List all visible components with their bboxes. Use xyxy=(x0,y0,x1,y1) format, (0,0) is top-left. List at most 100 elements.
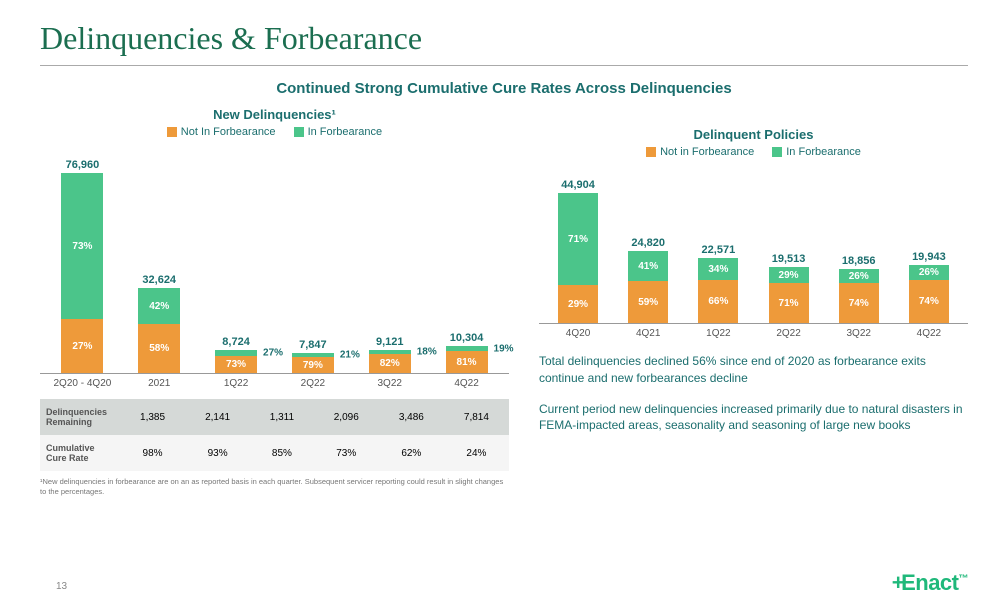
swatch-if xyxy=(772,147,782,157)
bar-group: 44,904 29% 71% xyxy=(543,179,613,323)
left-column: New Delinquencies¹ Not In Forbearance In… xyxy=(40,107,509,497)
category-label: 4Q22 xyxy=(894,328,964,339)
bar-total-label: 9,121 xyxy=(376,336,404,348)
chart1-title: New Delinquencies¹ xyxy=(40,107,509,122)
segment-side-label: 19% xyxy=(494,343,514,354)
page-number: 13 xyxy=(56,581,67,592)
segment-in-forbearance: 73% xyxy=(61,173,103,319)
chart1: 76,96027%73%32,62458%42%8,72473%27%7,847… xyxy=(40,144,509,374)
segment-in-forbearance: 18% xyxy=(369,350,411,354)
bar-total-label: 32,624 xyxy=(142,274,176,286)
swatch-nif xyxy=(646,147,656,157)
row1-header: Delinquencies Remaining xyxy=(40,399,120,435)
bar-group: 19,94374%26% xyxy=(894,251,964,323)
segment-not-in-forbearance: 82% xyxy=(369,354,411,373)
legend-if-label: In Forbearance xyxy=(786,146,861,158)
bar-total-label: 10,304 xyxy=(450,332,484,344)
right-column: Delinquent Policies Not in Forbearance I… xyxy=(539,107,968,497)
segment-not-in-forbearance: 58% xyxy=(138,324,180,373)
segment-label: 34% xyxy=(708,264,728,275)
category-label: 2021 xyxy=(121,378,198,389)
segment-label: 29% xyxy=(568,299,588,310)
segment-label: 59% xyxy=(638,297,658,308)
bar-stack: 81%19% xyxy=(446,346,488,373)
bar-stack: 82%18% xyxy=(369,350,411,373)
segment-label: 73% xyxy=(226,359,246,370)
footnote: ¹New delinquencies in forbearance are on… xyxy=(40,477,509,497)
chart2-title: Delinquent Policies xyxy=(539,127,968,142)
category-label: 3Q22 xyxy=(351,378,428,389)
bar-group: 22,57166%34% xyxy=(683,244,753,323)
content-area: New Delinquencies¹ Not In Forbearance In… xyxy=(0,97,1008,497)
segment-label: 41% xyxy=(638,261,658,272)
bar-total-label: 8,724 xyxy=(222,336,250,348)
bar-group: 24,820 59% 41% xyxy=(613,237,683,323)
category-label: 1Q22 xyxy=(683,328,753,339)
segment-not-in-forbearance: 79% xyxy=(292,357,334,373)
chart2-legend: Not in Forbearance In Forbearance xyxy=(539,146,968,158)
bar-group: 32,624 58% 42% xyxy=(121,274,198,373)
segment-label: 42% xyxy=(149,301,169,312)
segment-label: 27% xyxy=(72,341,92,352)
bar-stack: 73% 27% xyxy=(215,350,257,373)
bar-stack: 59% 41% xyxy=(628,251,668,323)
category-label: 4Q21 xyxy=(613,328,683,339)
bar-total-label: 24,820 xyxy=(631,237,665,249)
bar-stack: 58% 42% xyxy=(138,288,180,373)
bar-total-label: 76,960 xyxy=(66,159,100,171)
bar-group: 19,51371%29% xyxy=(753,253,823,323)
subtitle: Continued Strong Cumulative Cure Rates A… xyxy=(0,80,1008,97)
chart2: 44,904 29% 71% 24,820 59% 41% 22,57166%34% 19,5… xyxy=(539,164,968,324)
segment-in-forbearance: 21% xyxy=(292,353,334,357)
bar-group: 76,960 27% 73% xyxy=(44,159,121,373)
legend-nif: Not In Forbearance xyxy=(167,126,276,138)
segment-not-in-forbearance: 71% xyxy=(769,283,809,323)
category-label: 1Q22 xyxy=(198,378,275,389)
body-text-1: Total delinquencies declined 56% since e… xyxy=(539,353,968,387)
table-cell: 2,096 xyxy=(314,399,379,435)
segment-not-in-forbearance: 74% xyxy=(909,280,949,323)
enact-logo: Enact™ xyxy=(892,570,968,596)
bar-total-label: 44,904 xyxy=(561,179,595,191)
bar-stack: 74%26% xyxy=(909,265,949,323)
segment-label: 26% xyxy=(849,271,869,282)
category-label: 2Q22 xyxy=(753,328,823,339)
segment-in-forbearance: 71% xyxy=(558,193,598,285)
table-cell: 3,486 xyxy=(379,399,444,435)
segment-label: 73% xyxy=(72,241,92,252)
segment-label: 58% xyxy=(149,343,169,354)
segment-label: 74% xyxy=(849,298,869,309)
segment-not-in-forbearance: 29% xyxy=(558,285,598,323)
segment-not-in-forbearance: 81% xyxy=(446,351,488,373)
chart2-categories: 4Q204Q211Q222Q223Q224Q22 xyxy=(539,328,968,339)
bar-total-label: 22,571 xyxy=(702,244,736,256)
table-cell: 24% xyxy=(444,435,509,471)
chart1-categories: 2Q20 - 4Q2020211Q222Q223Q224Q22 xyxy=(40,378,509,389)
bar-stack: 79% 21% xyxy=(292,353,334,373)
segment-label: 79% xyxy=(303,360,323,371)
segment-label: 81% xyxy=(457,357,477,368)
category-label: 4Q20 xyxy=(543,328,613,339)
table-cell: 98% xyxy=(120,435,185,471)
segment-in-forbearance: 41% xyxy=(628,251,668,281)
category-label: 2Q20 - 4Q20 xyxy=(44,378,121,389)
table-cell: 7,814 xyxy=(444,399,509,435)
segment-in-forbearance: 34% xyxy=(698,258,738,280)
segment-in-forbearance: 27% xyxy=(215,350,257,356)
table-row: Delinquencies Remaining 1,385 2,141 1,31… xyxy=(40,399,509,435)
swatch-if xyxy=(294,127,304,137)
segment-label: 26% xyxy=(919,267,939,278)
title-rule xyxy=(40,65,968,66)
legend-nif-label: Not In Forbearance xyxy=(181,126,276,138)
table-cell: 73% xyxy=(314,435,379,471)
data-table: Delinquencies Remaining 1,385 2,141 1,31… xyxy=(40,399,509,471)
segment-in-forbearance: 26% xyxy=(839,269,879,283)
segment-label: 71% xyxy=(779,298,799,309)
bar-stack: 27% 73% xyxy=(61,173,103,373)
bar-group: 18,85674%26% xyxy=(824,255,894,323)
chart1-legend: Not In Forbearance In Forbearance xyxy=(40,126,509,138)
category-label: 2Q22 xyxy=(274,378,351,389)
segment-in-forbearance: 26% xyxy=(909,265,949,280)
bar-total-label: 19,513 xyxy=(772,253,806,265)
table-row: Cumulative Cure Rate 98% 93% 85% 73% 62%… xyxy=(40,435,509,471)
